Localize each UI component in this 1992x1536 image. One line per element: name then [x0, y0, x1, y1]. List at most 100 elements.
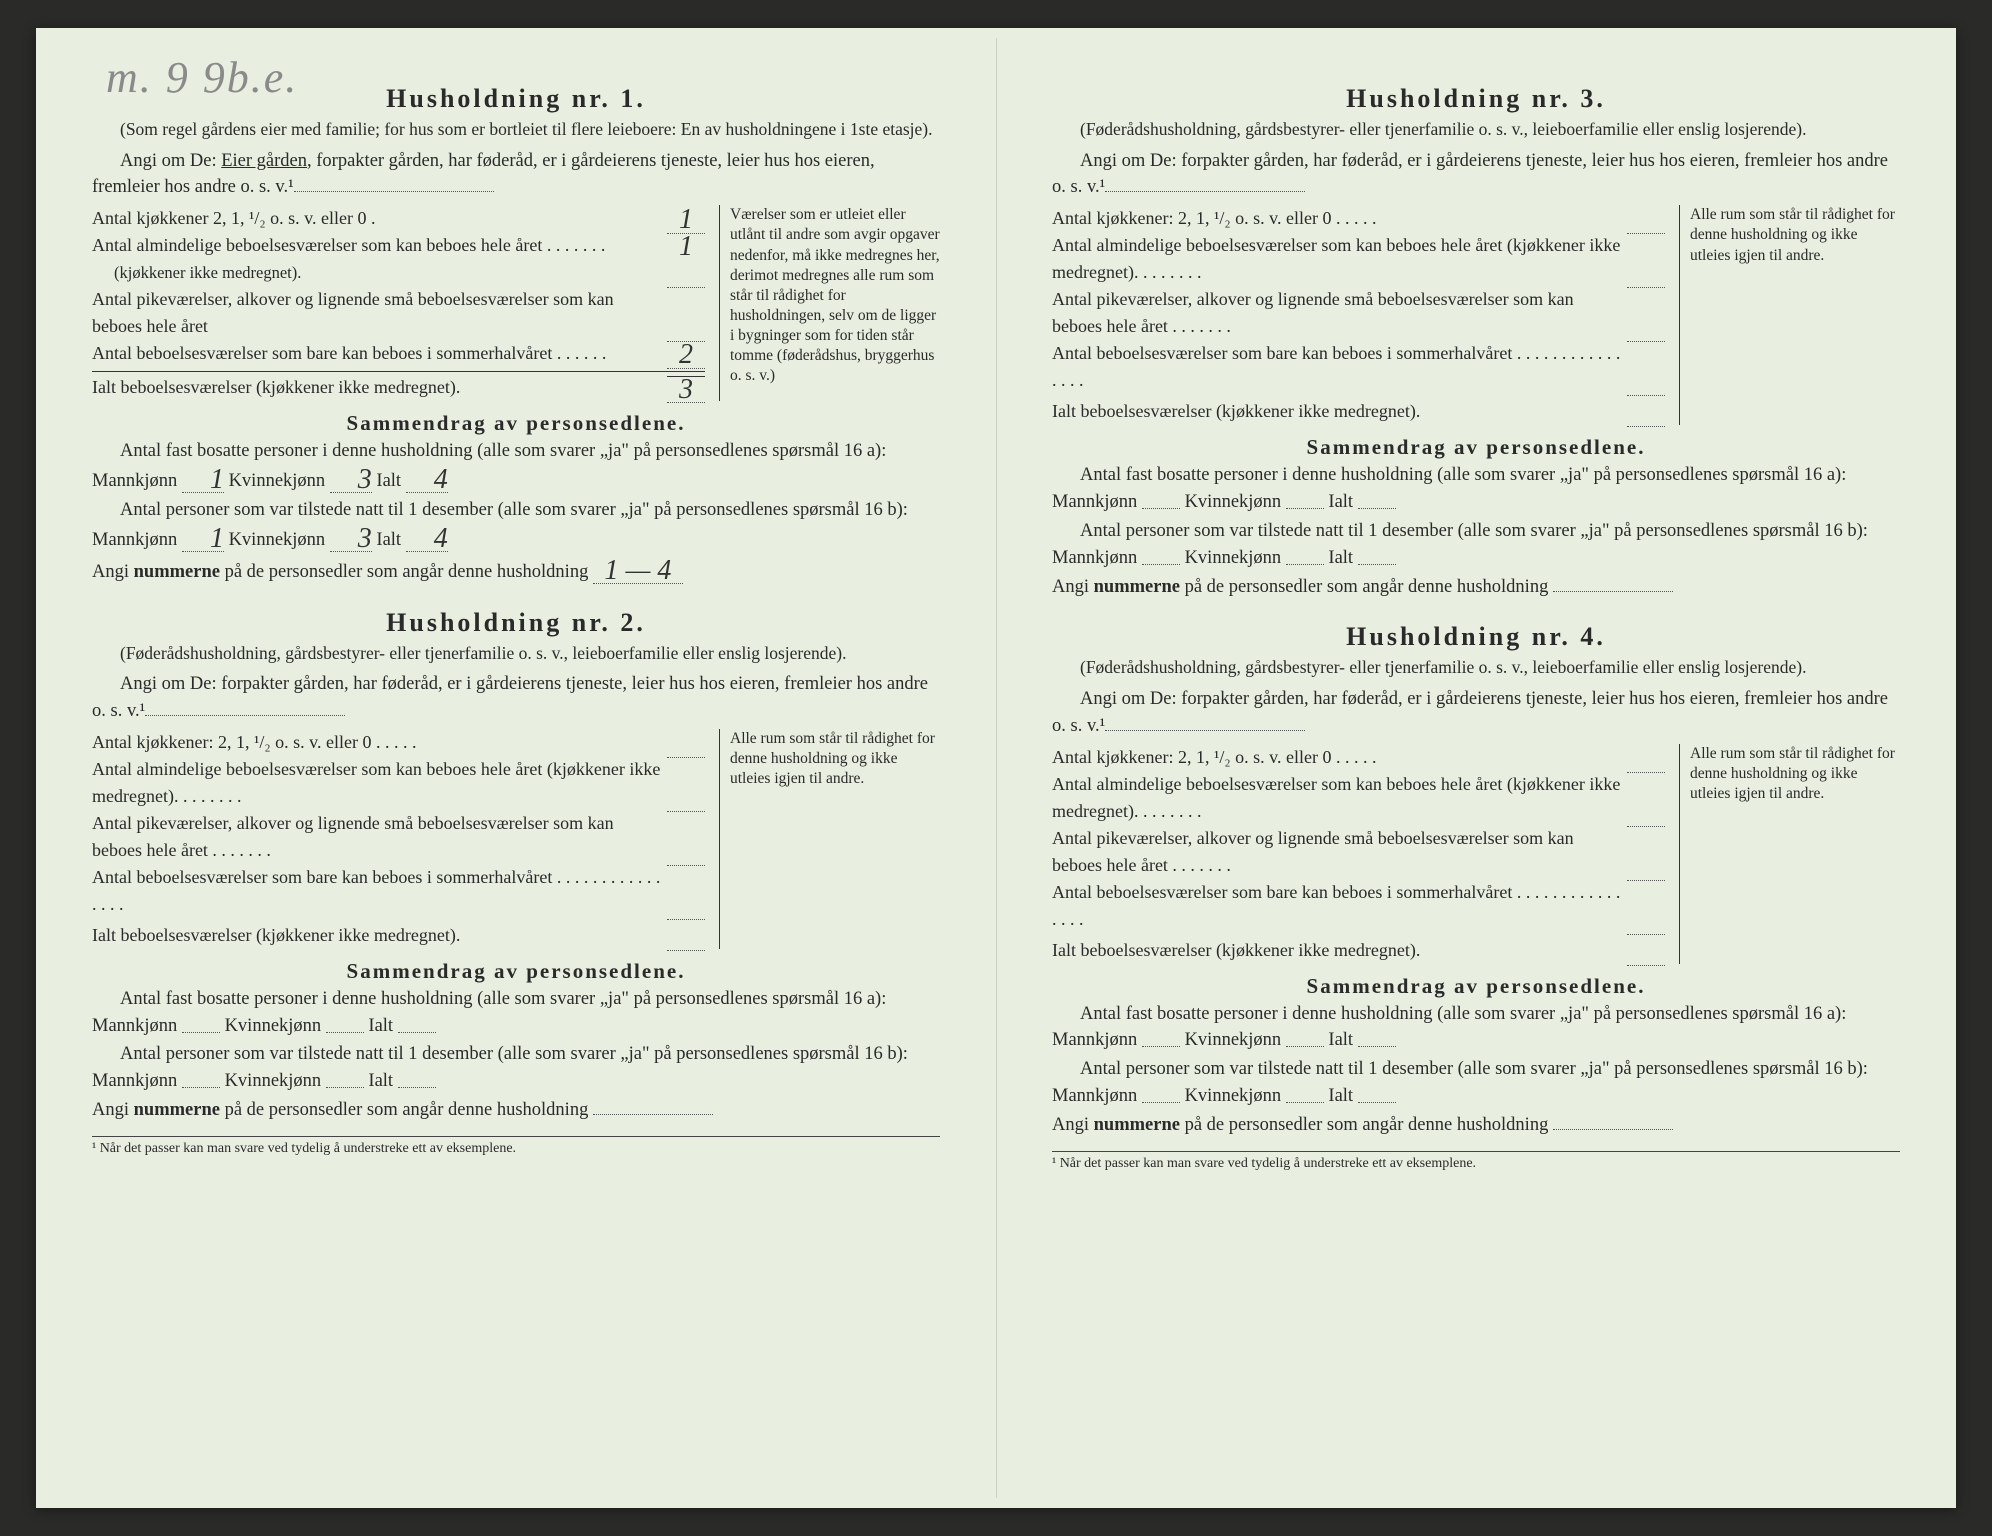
angi-fill-2 [145, 715, 345, 716]
nummer-1: Angi nummerne på de personsedler som ang… [92, 556, 940, 586]
s4a-k [1286, 1046, 1324, 1047]
summary-1b: Antal personer som var tilstede natt til… [92, 497, 940, 554]
angi-2: Angi om De: forpakter gården, har føderå… [92, 671, 940, 725]
rooms1-label-3: Antal almindelige beboelsesværelser som … [1052, 232, 1627, 286]
nummer-val-4 [1553, 1129, 1673, 1130]
rooms1-val: 1 [667, 234, 705, 288]
total-label-3: Ialt beboelsesværelser (kjøkkener ikke m… [1052, 398, 1627, 425]
rooms3-label-2: Antal beboelsesværelser som bare kan beb… [92, 864, 667, 918]
rooms1-label: Antal almindelige beboelsesværelser som … [92, 232, 667, 286]
s2a-t [398, 1032, 436, 1033]
paper-spread: m. 9 9b.e. Husholdning nr. 1. (Som regel… [36, 28, 1956, 1508]
rooms2-label: Antal pikeværelser, alkover og lignende … [92, 286, 667, 340]
rooms1-label-2: Antal almindelige beboelsesværelser som … [92, 756, 667, 810]
s2b-k [326, 1087, 364, 1088]
summary-title-3: Sammendrag av personsedlene. [1052, 435, 1900, 460]
s3b-m [1142, 564, 1180, 565]
note-4: (Føderådshusholdning, gårdsbestyrer- ell… [1052, 656, 1900, 680]
summary-title-4: Sammendrag av personsedlene. [1052, 974, 1900, 999]
total-label-2: Ialt beboelsesværelser (kjøkkener ikke m… [92, 922, 667, 949]
angi-fill-4 [1105, 730, 1305, 731]
rooms2-label-4: Antal pikeværelser, alkover og lignende … [1052, 825, 1627, 879]
s3b-t [1358, 564, 1396, 565]
rooms2-label-2: Antal pikeværelser, alkover og lignende … [92, 810, 667, 864]
summary-2b: Antal personer som var tilstede natt til… [92, 1041, 940, 1095]
kitchens-val-3 [1627, 207, 1665, 234]
total-val-3 [1627, 400, 1665, 427]
note-3: (Føderådshusholdning, gårdsbestyrer- ell… [1052, 118, 1900, 142]
angi-3: Angi om De: forpakter gården, har føderå… [1052, 148, 1900, 202]
sum1-k: 3 [330, 467, 372, 493]
kitchens-label-2: Antal kjøkkener: 2, 1, ¹/₂ o. s. v. elle… [92, 729, 667, 756]
s2b-t [398, 1087, 436, 1088]
angi-prefix: Angi om De: [120, 151, 221, 171]
summary-title-1: Sammendrag av personsedlene. [92, 411, 940, 436]
section-title-2: Husholdning nr. 2. [92, 608, 940, 638]
s2b-m [182, 1087, 220, 1088]
s2a-k [326, 1032, 364, 1033]
rooms3-val-3 [1627, 342, 1665, 396]
side-note-4: Alle rum som står til rådighet for denne… [1679, 744, 1900, 964]
rooms-block-2: Antal kjøkkener: 2, 1, ¹/₂ o. s. v. elle… [92, 729, 940, 949]
summary-1a: Antal fast bosatte personer i denne hush… [92, 438, 940, 495]
rooms1-label-4: Antal almindelige beboelsesværelser som … [1052, 771, 1627, 825]
right-page: Husholdning nr. 3. (Føderådshusholdning,… [996, 28, 1956, 1508]
summary-4a: Antal fast bosatte personer i denne hush… [1052, 1001, 1900, 1055]
kitchens-label-4: Antal kjøkkener: 2, 1, ¹/₂ o. s. v. elle… [1052, 744, 1627, 771]
sum1-t: 4 [406, 467, 448, 493]
total-val-2 [667, 924, 705, 951]
rooms2-label-3: Antal pikeværelser, alkover og lignende … [1052, 286, 1627, 340]
rooms2-val-3 [1627, 288, 1665, 342]
rooms3-label: Antal beboelsesværelser som bare kan beb… [92, 340, 667, 367]
angi-1: Angi om De: Eier gården, forpakter gårde… [92, 148, 940, 202]
sum1-m: 1 [182, 467, 224, 493]
side-note-3: Alle rum som står til rådighet for denne… [1679, 205, 1900, 425]
rooms-block-4: Antal kjøkkener: 2, 1, ¹/₂ o. s. v. elle… [1052, 744, 1900, 964]
note-2: (Føderådshusholdning, gårdsbestyrer- ell… [92, 642, 940, 666]
summary-2a: Antal fast bosatte personer i denne hush… [92, 986, 940, 1040]
section-title-3: Husholdning nr. 3. [1052, 84, 1900, 114]
kitchens-label-1: Antal kjøkkener 2, 1, ¹/₂ o. s. v. eller… [92, 205, 667, 232]
rooms-block-3: Antal kjøkkener: 2, 1, ¹/₂ o. s. v. elle… [1052, 205, 1900, 425]
handwritten-annotation: m. 9 9b.e. [106, 52, 298, 103]
rooms-block-1: Antal kjøkkener 2, 1, ¹/₂ o. s. v. eller… [92, 205, 940, 401]
total-val-4 [1627, 939, 1665, 966]
side-note-2: Alle rum som står til rådighet for denne… [719, 729, 940, 949]
rooms3-label-4: Antal beboelsesværelser som bare kan beb… [1052, 879, 1627, 933]
sum2-t: 4 [406, 526, 448, 552]
s4a-m [1142, 1046, 1180, 1047]
note-1: (Som regel gårdens eier med familie; for… [92, 118, 940, 142]
nummer-val-2 [593, 1114, 713, 1115]
rooms1-val-4 [1627, 773, 1665, 827]
kitchens-val-4 [1627, 746, 1665, 773]
rooms1-val-3 [1627, 234, 1665, 288]
rooms2-val-2 [667, 812, 705, 866]
footnote-right: ¹ Når det passer kan man svare ved tydel… [1052, 1151, 1900, 1172]
left-page: m. 9 9b.e. Husholdning nr. 1. (Som regel… [36, 28, 996, 1508]
s3b-k [1286, 564, 1324, 565]
sum2-k: 3 [330, 526, 372, 552]
nummer-val-3 [1553, 591, 1673, 592]
total-label-4: Ialt beboelsesværelser (kjøkkener ikke m… [1052, 937, 1627, 964]
kitchens-val-1: 1 [667, 207, 705, 234]
rooms3-val: 2 [667, 342, 705, 369]
rooms3-val-2 [667, 866, 705, 920]
kitchens-label-3: Antal kjøkkener: 2, 1, ¹/₂ o. s. v. elle… [1052, 205, 1627, 232]
nummer-3: Angi nummerne på de personsedler som ang… [1052, 574, 1900, 601]
angi-fill-1 [294, 191, 494, 192]
section-title-4: Husholdning nr. 4. [1052, 622, 1900, 652]
s4b-m [1142, 1102, 1180, 1103]
rooms3-label-3: Antal beboelsesværelser som bare kan beb… [1052, 340, 1627, 394]
angi-fill-3 [1105, 191, 1305, 192]
rooms2-val [667, 288, 705, 342]
angi-underlined: Eier gården [221, 151, 307, 171]
total-val-1: 3 [667, 376, 705, 403]
s2a-m [182, 1032, 220, 1033]
rooms1-val-2 [667, 758, 705, 812]
nummer-2: Angi nummerne på de personsedler som ang… [92, 1097, 940, 1124]
s4a-t [1358, 1046, 1396, 1047]
footnote-left: ¹ Når det passer kan man svare ved tydel… [92, 1136, 940, 1157]
s4b-t [1358, 1102, 1396, 1103]
summary-4b: Antal personer som var tilstede natt til… [1052, 1056, 1900, 1110]
s3a-m [1142, 508, 1180, 509]
